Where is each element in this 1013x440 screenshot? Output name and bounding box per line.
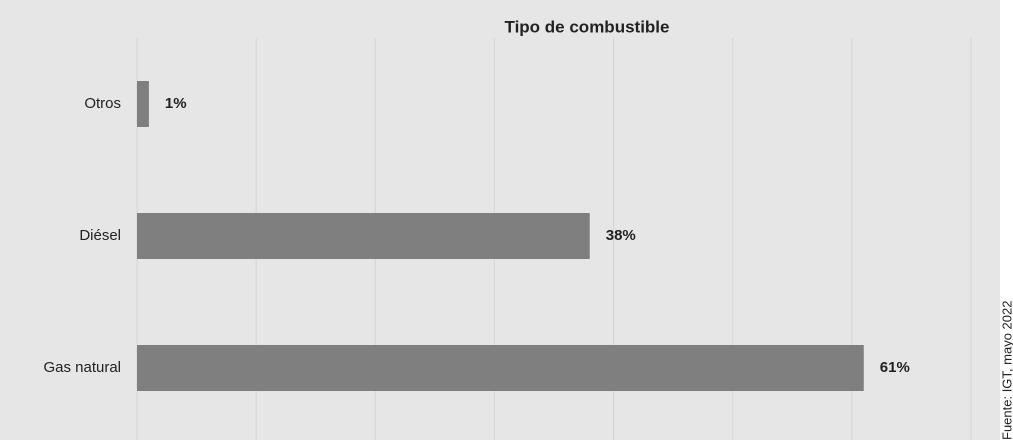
chart-title: Tipo de combustible [505, 17, 670, 36]
value-label: 61% [880, 359, 910, 376]
source-note: Fuente: IGT, mayo 2022 [999, 301, 1013, 440]
bar [137, 213, 590, 259]
value-label: 38% [606, 227, 636, 244]
y-tick-label: Gas natural [43, 359, 121, 376]
value-label: 1% [165, 95, 187, 112]
bar [137, 81, 149, 127]
y-tick-label: Otros [84, 95, 121, 112]
bar [137, 345, 864, 391]
y-tick-label: Diésel [79, 227, 121, 244]
